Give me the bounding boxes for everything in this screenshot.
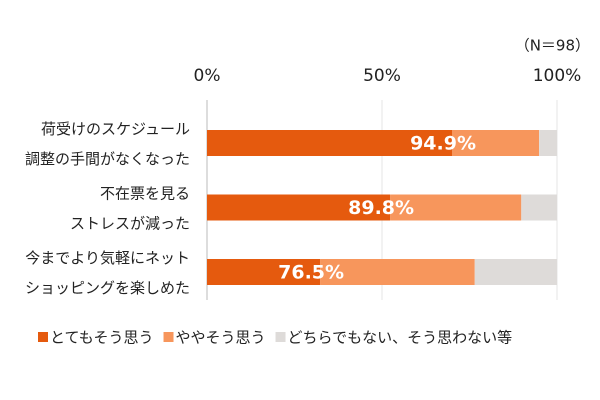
legend-swatch <box>275 332 286 342</box>
legend-label: ややそう思う <box>176 329 266 347</box>
bar-segment <box>320 259 475 285</box>
legend-swatch <box>163 332 174 342</box>
x-tick-label: 0% <box>194 66 221 86</box>
bar-segment <box>539 130 557 156</box>
legend-swatch <box>38 332 48 342</box>
sample-note: （N＝98） <box>515 37 590 55</box>
category-line: 調整の手間がなくなった <box>25 150 190 168</box>
category-line: 今までより気軽にネット <box>25 249 190 267</box>
category-label: 不在票を見るストレスが減った <box>70 184 190 232</box>
bar-segment <box>207 130 452 156</box>
total-label: 76.5% <box>278 262 344 284</box>
bar-segment <box>207 194 391 221</box>
category-label: 今までより気軽にネットショッピングを楽しめた <box>25 249 190 297</box>
total-label: 94.9% <box>410 133 476 155</box>
bar-segment <box>452 130 540 156</box>
legend-label: とてもそう思う <box>50 329 154 347</box>
bar-segment <box>474 259 557 285</box>
x-tick-label: 50% <box>363 66 401 86</box>
category-label: 荷受けのスケジュール調整の手間がなくなった <box>25 120 190 168</box>
bar-segment <box>521 194 557 221</box>
total-label: 89.8% <box>348 197 414 219</box>
category-line: 荷受けのスケジュール <box>41 120 190 138</box>
category-line: ショッピングを楽しめた <box>25 279 190 297</box>
category-line: 不在票を見る <box>100 184 190 202</box>
bar-segment <box>390 194 522 221</box>
bar-segment <box>207 259 321 285</box>
x-tick-label: 100% <box>533 66 582 86</box>
category-line: ストレスが減った <box>70 214 190 232</box>
legend-label: どちらでもない、そう思わない等 <box>288 329 513 347</box>
